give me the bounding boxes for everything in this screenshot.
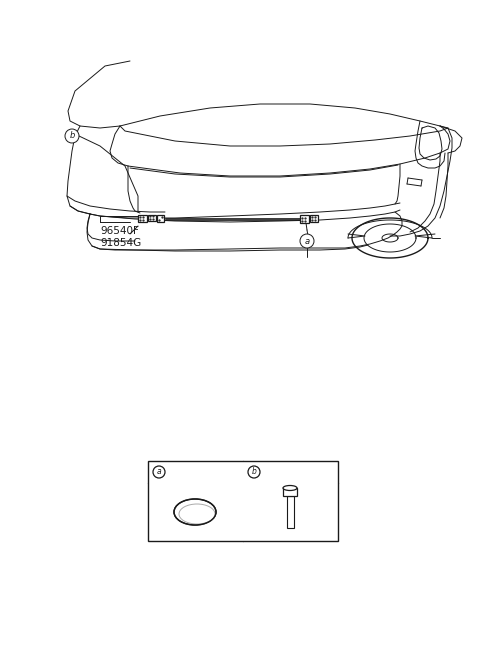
- Text: 91768A: 91768A: [169, 467, 212, 477]
- Text: b: b: [252, 468, 256, 476]
- Circle shape: [153, 466, 165, 478]
- Bar: [283, 488, 297, 496]
- Text: b: b: [69, 131, 75, 140]
- Bar: [148, 461, 338, 541]
- FancyBboxPatch shape: [138, 215, 147, 222]
- Ellipse shape: [283, 485, 297, 491]
- Bar: [287, 496, 294, 528]
- Text: 91854G: 91854G: [100, 238, 141, 248]
- Text: 1141AC: 1141AC: [264, 467, 307, 477]
- FancyBboxPatch shape: [157, 215, 164, 222]
- Text: a: a: [156, 468, 161, 476]
- Circle shape: [300, 234, 314, 248]
- FancyBboxPatch shape: [310, 215, 318, 222]
- Circle shape: [65, 129, 79, 143]
- Circle shape: [248, 466, 260, 478]
- Text: 96540F: 96540F: [100, 226, 139, 236]
- Ellipse shape: [174, 499, 216, 525]
- FancyBboxPatch shape: [148, 215, 156, 221]
- Text: a: a: [304, 237, 310, 245]
- Ellipse shape: [179, 504, 215, 524]
- FancyBboxPatch shape: [300, 215, 309, 223]
